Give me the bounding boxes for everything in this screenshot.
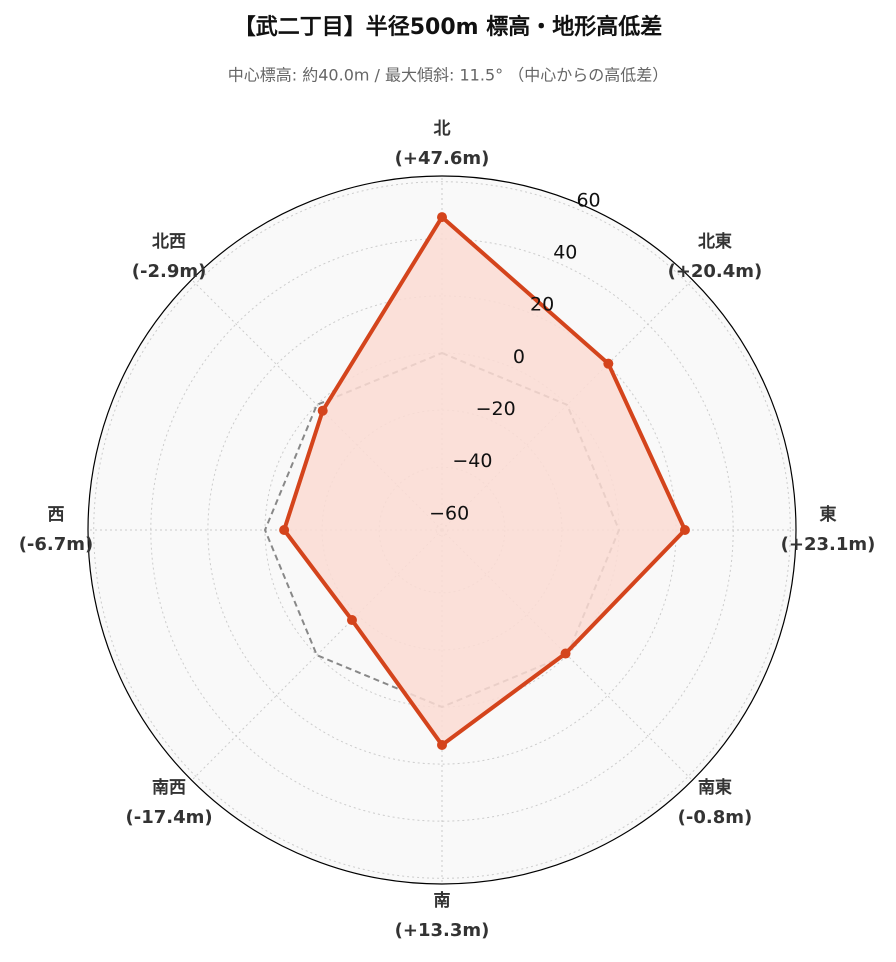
r-tick-label: 0	[513, 346, 525, 368]
spoke	[191, 529, 443, 781]
value-label: (-0.8m)	[678, 807, 753, 828]
series-point	[560, 648, 571, 659]
series-point	[279, 525, 290, 535]
series-point	[346, 615, 357, 626]
value-label: (+23.1m)	[781, 534, 876, 555]
category-label: 北東	[698, 231, 732, 252]
r-tick-label: 20	[530, 294, 554, 316]
series-area	[284, 217, 685, 745]
series-point	[437, 739, 447, 750]
value-label: (-2.9m)	[132, 261, 207, 282]
category-label: 南西	[152, 777, 186, 798]
plot-border	[87, 175, 797, 885]
chart-title: 【武二丁目】半径500m 標高・地形高低差	[234, 14, 663, 40]
category-label: 東	[820, 504, 837, 525]
series-point	[437, 212, 447, 223]
category-label: 南東	[698, 777, 732, 798]
value-label: (+13.3m)	[395, 920, 490, 941]
series-point	[679, 525, 690, 535]
series-point	[603, 358, 614, 369]
r-tick-label: −40	[452, 450, 492, 472]
value-label: (+20.4m)	[668, 261, 763, 282]
r-tick-label: 60	[576, 189, 600, 211]
category-label: 北	[434, 119, 451, 139]
series-point	[317, 405, 328, 416]
spoke	[191, 279, 443, 531]
category-label: 西	[48, 505, 65, 525]
value-label: (-17.4m)	[126, 807, 213, 828]
category-label: 北西	[152, 232, 186, 252]
r-tick-label: 40	[553, 242, 577, 264]
value-label: (-6.7m)	[19, 534, 94, 555]
grid-circle	[93, 181, 791, 879]
chart-subtitle: 中心標高: 約40.0m / 最大傾斜: 11.5° （中心からの高低差）	[228, 66, 668, 85]
r-tick-label: −20	[476, 398, 516, 420]
r-tick-label: −60	[429, 502, 469, 524]
category-label: 南	[434, 890, 451, 911]
value-label: (+47.6m)	[395, 148, 490, 169]
